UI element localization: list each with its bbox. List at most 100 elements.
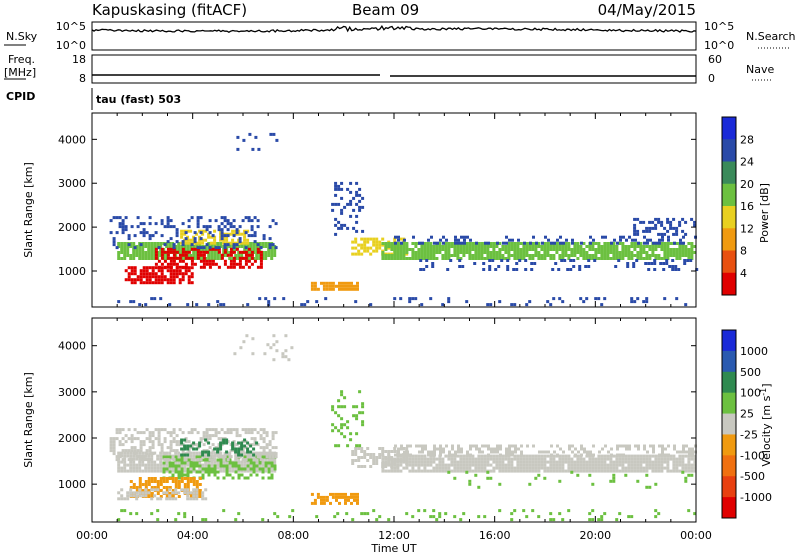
data-cell: [654, 226, 658, 230]
data-cell: [522, 251, 526, 254]
data-cell: [249, 463, 253, 467]
data-cell: [540, 466, 544, 470]
data-cell: [144, 251, 148, 254]
data-cell: [262, 440, 266, 444]
data-cell: [232, 428, 236, 432]
data-cell: [223, 452, 227, 456]
data-cell: [225, 235, 229, 239]
data-cell: [120, 494, 124, 498]
data-cell: [190, 216, 194, 220]
data-cell: [456, 463, 460, 467]
data-cell: [492, 248, 496, 251]
data-cell: [166, 250, 170, 254]
data-cell: [531, 457, 535, 461]
data-cell: [480, 460, 484, 464]
data-cell: [351, 459, 355, 462]
data-cell: [246, 245, 250, 248]
data-cell: [109, 231, 113, 235]
data-cell: [138, 248, 142, 251]
data-cell: [594, 251, 598, 254]
data-cell: [423, 466, 427, 470]
data-cell: [512, 268, 516, 271]
data-cell: [162, 463, 166, 467]
data-cell: [553, 450, 556, 454]
data-cell: [387, 469, 391, 473]
data-cell: [397, 447, 400, 451]
data-cell: [498, 466, 502, 470]
data-cell: [144, 463, 148, 467]
data-cell: [313, 498, 317, 502]
nsky-bottom-tick: 10^0: [56, 39, 86, 52]
data-cell: [508, 447, 511, 451]
data-cell: [159, 497, 163, 501]
data-cell: [193, 231, 197, 235]
data-cell: [229, 265, 233, 269]
data-cell: [522, 460, 526, 464]
data-cell: [459, 518, 463, 522]
data-cell: [577, 450, 580, 454]
data-cell: [621, 463, 625, 467]
data-cell: [168, 242, 172, 245]
data-cell: [246, 447, 250, 451]
data-cell: [549, 469, 553, 473]
data-cell: [616, 241, 619, 245]
data-cell: [363, 240, 367, 244]
data-cell: [129, 451, 133, 455]
data-cell: [234, 254, 238, 257]
data-cell: [507, 257, 511, 260]
data-cell: [198, 464, 202, 468]
data-cell: [159, 463, 163, 467]
data-cell: [450, 242, 454, 245]
data-cell: [576, 463, 580, 467]
data-cell: [202, 262, 206, 266]
data-cell: [186, 238, 190, 242]
data-cell: [522, 463, 526, 467]
data-cell: [177, 483, 181, 486]
data-cell: [568, 447, 571, 451]
data-cell: [195, 470, 199, 474]
data-cell: [633, 232, 637, 236]
data-cell: [600, 245, 604, 248]
data-cell: [192, 477, 196, 480]
data-cell: [225, 438, 229, 442]
data-cell: [355, 202, 359, 206]
data-cell: [363, 249, 367, 253]
data-cell: [384, 450, 388, 453]
data-cell: [624, 254, 628, 257]
data-cell: [462, 466, 466, 470]
data-cell: [272, 334, 276, 338]
data-cell: [189, 245, 193, 248]
data-cell: [232, 262, 236, 266]
data-cell: [162, 480, 166, 483]
data-cell: [504, 469, 508, 473]
data-cell: [112, 240, 116, 244]
data-cell: [558, 460, 562, 464]
data-cell: [138, 486, 142, 489]
data-cell: [142, 458, 146, 462]
data-cell: [411, 463, 415, 467]
data-cell: [157, 437, 161, 441]
data-cell: [207, 473, 211, 477]
data-cell: [639, 460, 643, 464]
data-cell: [375, 456, 379, 459]
data-cell: [138, 254, 142, 257]
data-cell: [402, 248, 406, 251]
data-cell: [399, 297, 403, 301]
data-cell: [511, 444, 514, 448]
data-cell: [498, 460, 502, 464]
data-cell: [123, 254, 127, 257]
data-cell: [202, 225, 206, 229]
data-cell: [417, 463, 421, 467]
data-cell: [390, 456, 394, 459]
data-cell: [675, 257, 679, 260]
freq-strip-frame: [91, 54, 697, 84]
data-cell: [160, 234, 164, 238]
data-cell: [244, 259, 248, 263]
data-cell: [366, 459, 370, 462]
data-cell: [513, 254, 517, 257]
data-cell: [600, 469, 604, 473]
data-cell: [346, 426, 350, 430]
data-cell: [677, 268, 681, 271]
colorbar-swatch: [722, 392, 736, 415]
data-cell: [540, 460, 544, 464]
